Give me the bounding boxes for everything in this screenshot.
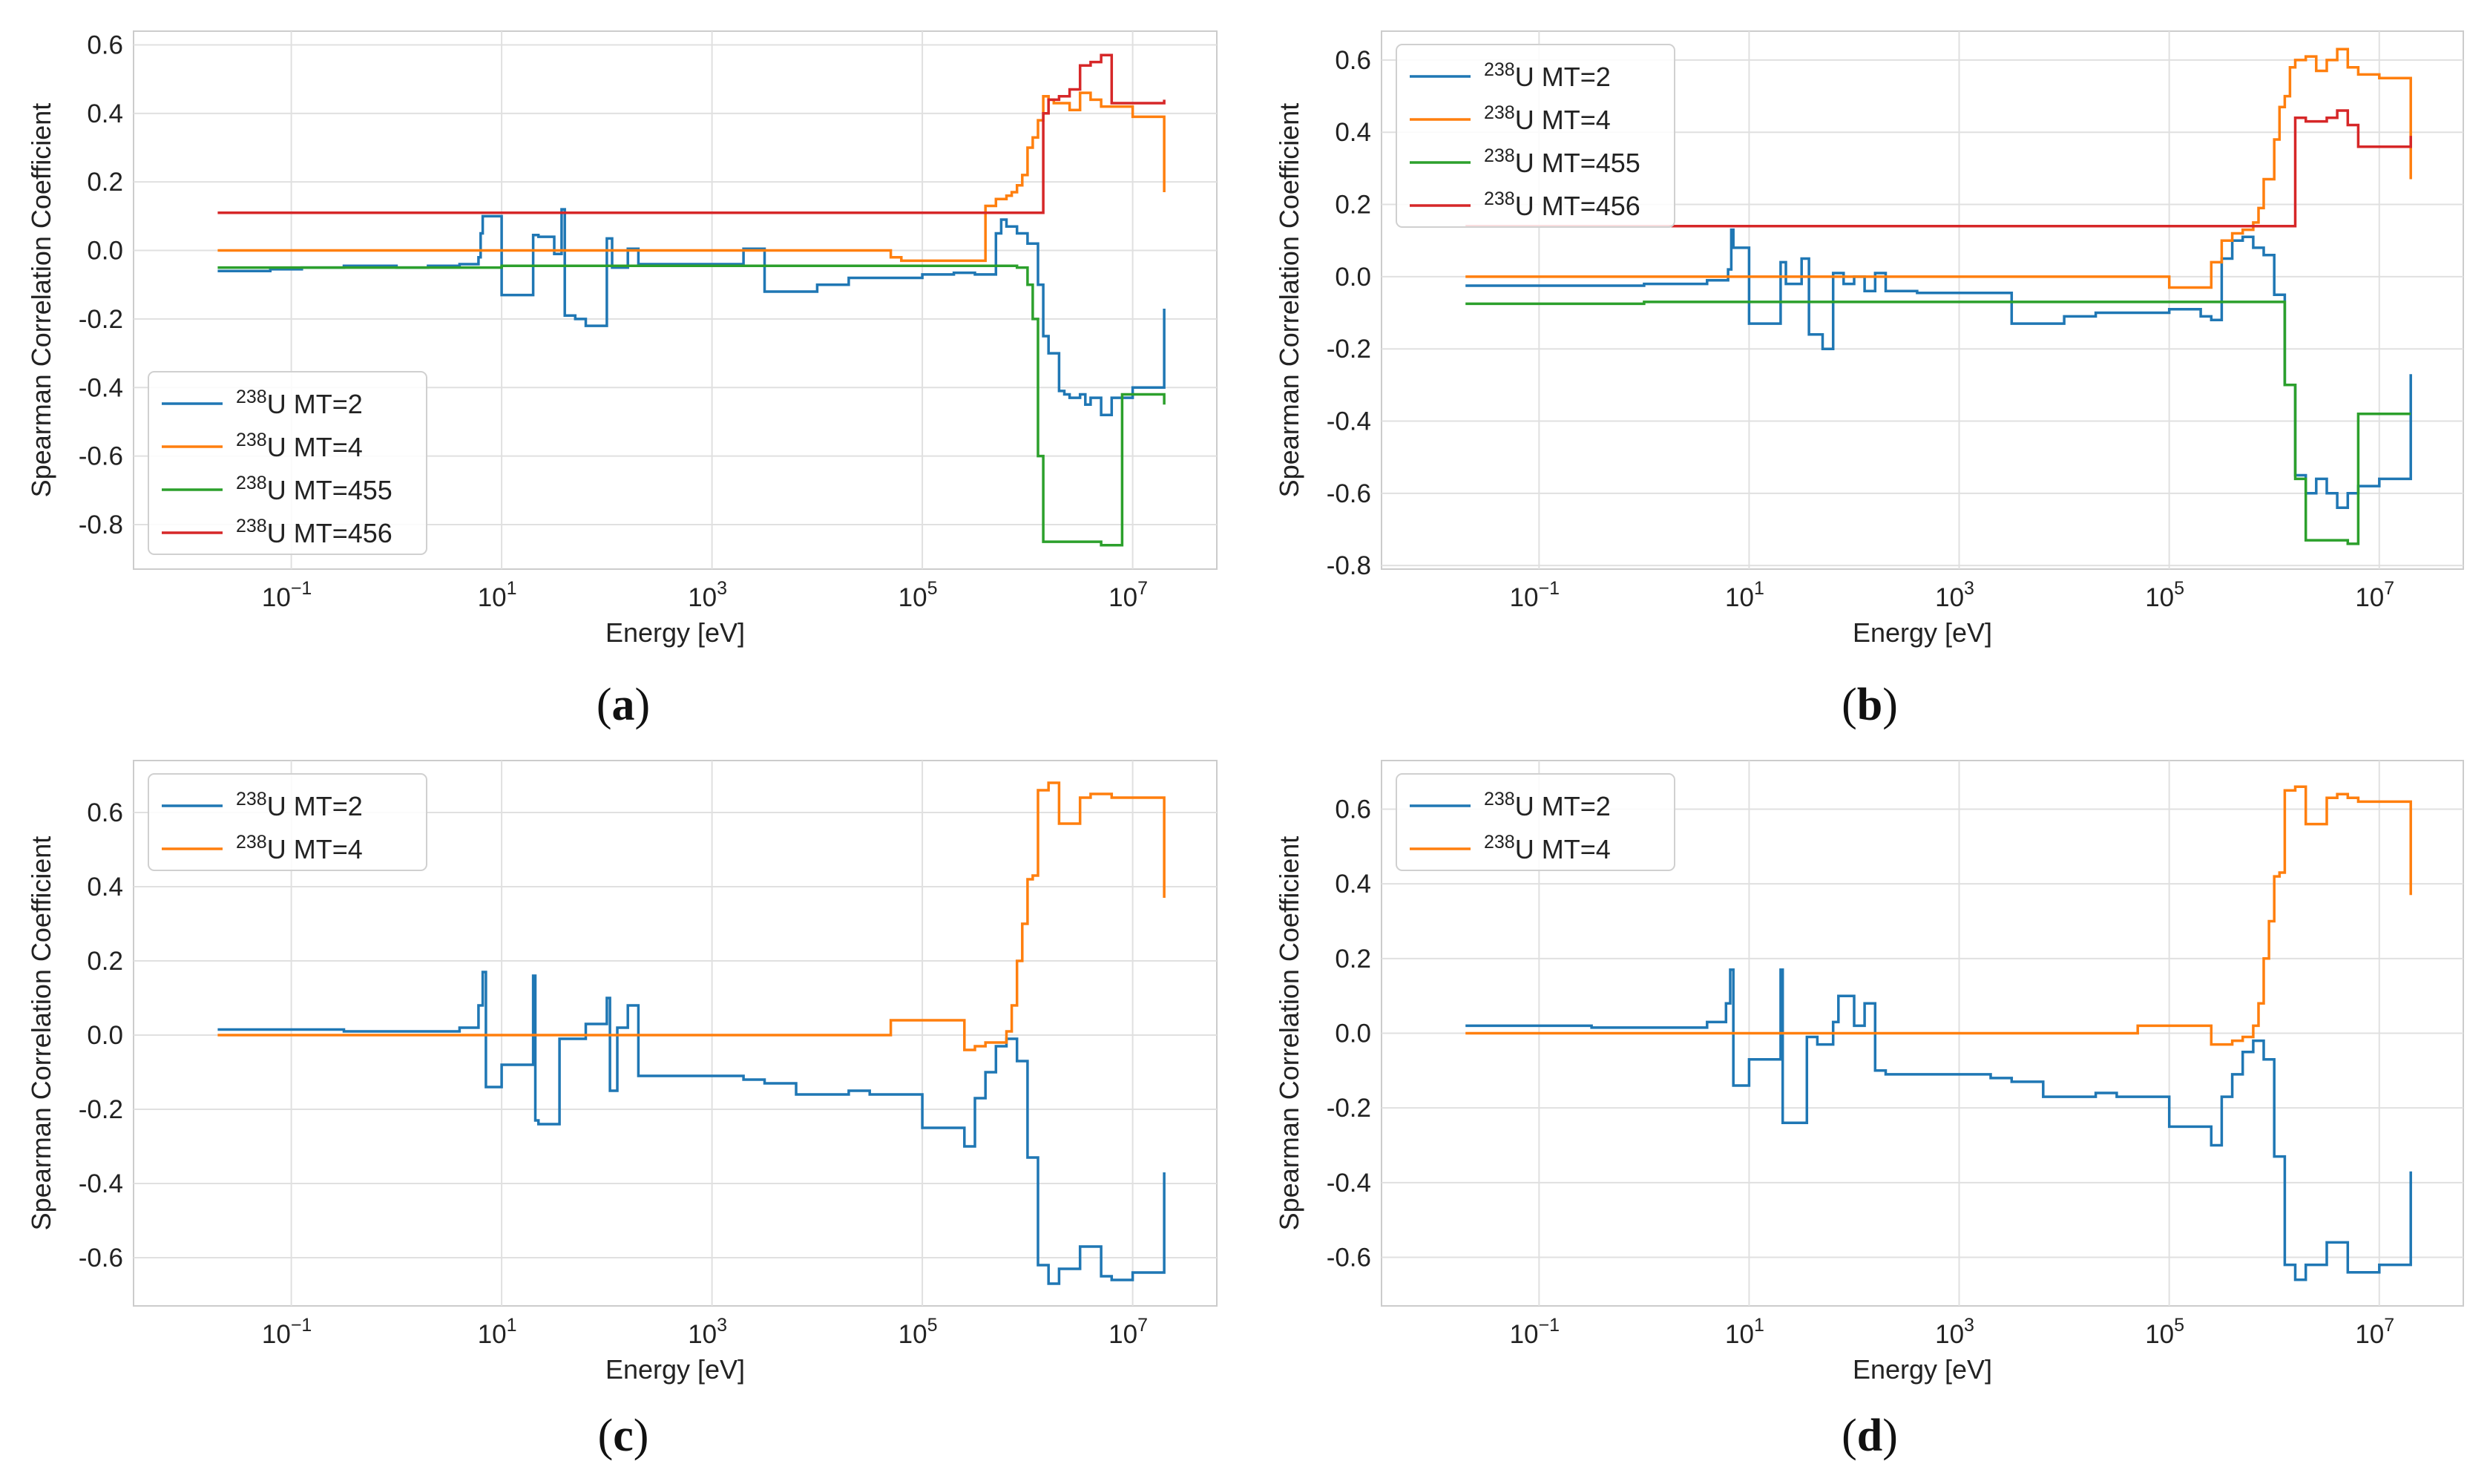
y-tick-label: -0.2 <box>1327 1094 1371 1123</box>
legend-entry: 238U MT=4 <box>236 832 363 864</box>
legend-entry: 238U MT=455 <box>1484 145 1640 178</box>
legend-box <box>148 773 427 871</box>
y-tick-label: 0.0 <box>1335 263 1371 292</box>
x-axis-label: Energy [eV] <box>605 617 745 648</box>
y-axis-label: Spearman Correlation Coefficient <box>26 103 56 498</box>
y-axis-label: Spearman Correlation Coefficient <box>26 836 56 1231</box>
y-tick-label: -0.4 <box>1327 1169 1371 1198</box>
chart-panel-b: 0.6 0.4 0.2 0.0 -0.2 -0.4 -0.6 -0.8 10−1 101 103 10… <box>1274 30 2464 730</box>
legend-entry: 238U MT=4 <box>1484 102 1611 135</box>
y-tick-label: -0.6 <box>1327 1244 1371 1273</box>
y-tick-label: 0.6 <box>87 798 123 827</box>
x-tick-label: 107 <box>1108 578 1148 612</box>
series-line-mt-2 <box>217 971 1166 1285</box>
series-line-mt-455 <box>217 264 1166 547</box>
y-tick-label: -0.4 <box>1327 407 1371 436</box>
y-tick-label: -0.8 <box>1327 551 1371 580</box>
y-tick-label: -0.8 <box>79 510 123 539</box>
y-tick-label: -0.6 <box>79 442 123 471</box>
x-tick-label: 105 <box>899 578 938 612</box>
series-line-mt-4 <box>217 91 1166 263</box>
legend-entry: 238U MT=4 <box>236 430 363 462</box>
y-tick-label: 0.6 <box>87 30 123 59</box>
x-tick-label: 107 <box>2355 1315 2394 1349</box>
y-tick-label: 0.4 <box>1335 118 1371 147</box>
y-tick-label: 0.4 <box>1335 870 1371 899</box>
x-tick-label: 103 <box>688 578 727 612</box>
y-tick-label: 0.0 <box>1335 1020 1371 1048</box>
legend-entry: 238U MT=455 <box>236 473 392 505</box>
x-tick-label: 103 <box>688 1315 727 1349</box>
x-tick-label: 10−1 <box>1510 578 1560 612</box>
series-line-mt-456 <box>217 53 1166 214</box>
legend: 238U MT=2 238U MT=4 <box>148 773 427 871</box>
legend: 238U MT=2 238U MT=4 238U MT=455 238U MT=456 <box>148 371 427 555</box>
x-tick-label: 105 <box>2145 578 2184 612</box>
panel-caption: (b) <box>1842 680 1898 730</box>
legend-entry: 238U MT=2 <box>1484 789 1611 821</box>
y-tick-label: 0.6 <box>1335 795 1371 824</box>
legend-entry: 238U MT=2 <box>1484 59 1611 92</box>
x-tick-label: 103 <box>1935 1315 1974 1349</box>
legend-entry: 238U MT=2 <box>236 387 363 419</box>
series-line-mt-2 <box>1465 968 2412 1281</box>
y-tick-label: 0.4 <box>87 873 123 902</box>
y-tick-label: -0.6 <box>1327 479 1371 508</box>
x-tick-label: 101 <box>478 1315 517 1349</box>
x-tick-label: 101 <box>478 578 517 612</box>
series-line-mt-4 <box>1465 47 2412 289</box>
chart-panel-d: 0.6 0.4 0.2 0.0 -0.2 -0.4 -0.6 10−1 101 103 105 107… <box>1274 760 2464 1461</box>
y-tick-label: -0.6 <box>79 1244 123 1273</box>
y-tick-label: 0.6 <box>1335 46 1371 75</box>
panel-caption: (a) <box>597 680 650 730</box>
y-tick-label: 0.0 <box>87 1021 123 1050</box>
chart-panel-c: 0.6 0.4 0.2 0.0 -0.2 -0.4 -0.6 10−1 101 103 105 107… <box>26 760 1218 1461</box>
x-axis-label: Energy [eV] <box>1853 617 1992 648</box>
x-tick-label: 107 <box>1108 1315 1148 1349</box>
y-axis-label: Spearman Correlation Coefficient <box>1274 836 1304 1231</box>
x-axis-label: Energy [eV] <box>605 1354 745 1385</box>
series-line-mt-456 <box>1465 109 2412 228</box>
x-tick-label: 107 <box>2355 578 2394 612</box>
legend-box <box>1396 773 1675 871</box>
panel-caption: (c) <box>598 1411 649 1461</box>
x-tick-label: 10−1 <box>1510 1315 1560 1349</box>
x-tick-label: 103 <box>1935 578 1974 612</box>
y-tick-label: -0.2 <box>79 1095 123 1124</box>
y-axis-label: Spearman Correlation Coefficient <box>1274 103 1304 498</box>
legend-box <box>1396 44 1675 228</box>
panel-caption: (d) <box>1842 1411 1898 1461</box>
legend: 238U MT=2 238U MT=4 238U MT=455 238U MT=456 <box>1396 44 1675 228</box>
x-tick-label: 105 <box>2145 1315 2184 1349</box>
y-tick-label: 0.4 <box>87 99 123 128</box>
legend-entry: 238U MT=456 <box>236 516 392 548</box>
legend-box <box>148 371 427 555</box>
y-tick-label: -0.4 <box>79 373 123 402</box>
series-line-mt-4 <box>217 781 1166 1051</box>
legend-entry: 238U MT=456 <box>1484 188 1640 221</box>
x-tick-label: 105 <box>899 1315 938 1349</box>
y-tick-label: -0.4 <box>79 1169 123 1198</box>
series-line-mt-2 <box>217 208 1166 416</box>
y-tick-label: 0.2 <box>87 947 123 976</box>
x-tick-label: 101 <box>1725 1315 1764 1349</box>
series-line-mt-4 <box>1465 785 2412 1046</box>
x-tick-label: 10−1 <box>262 1315 312 1349</box>
legend-entry: 238U MT=2 <box>236 789 363 821</box>
legend: 238U MT=2 238U MT=4 <box>1396 773 1675 871</box>
x-tick-label: 101 <box>1725 578 1764 612</box>
y-tick-label: 0.2 <box>87 168 123 197</box>
y-tick-label: -0.2 <box>1327 335 1371 364</box>
y-tick-label: 0.2 <box>1335 191 1371 220</box>
x-tick-label: 10−1 <box>262 578 312 612</box>
x-axis-label: Energy [eV] <box>1853 1354 1992 1385</box>
y-tick-label: 0.0 <box>87 237 123 266</box>
legend-entry: 238U MT=4 <box>1484 832 1611 864</box>
series-line-mt-455 <box>1465 301 2411 545</box>
y-tick-label: 0.2 <box>1335 945 1371 974</box>
chart-panel-a: 0.6 0.4 0.2 0.0 -0.2 -0.4 -0.6 -0.8 10−1 101 103 10… <box>26 30 1218 730</box>
y-tick-label: -0.2 <box>79 305 123 334</box>
